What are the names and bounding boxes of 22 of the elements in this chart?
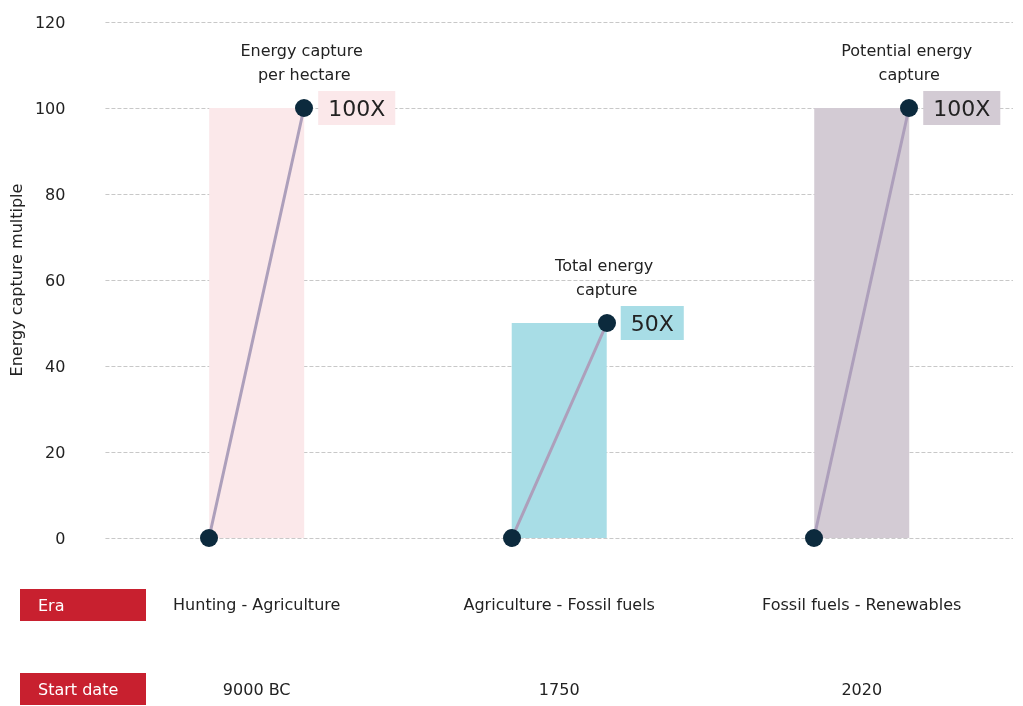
annotation: 100X <box>933 95 991 121</box>
text: Start date <box>38 679 119 699</box>
annotation: Energy capture per hectare <box>240 40 368 84</box>
text: 2020 <box>841 679 883 699</box>
x-tick-label: Hunting - Agriculture <box>173 594 341 614</box>
y-tick-label: 40 <box>45 356 66 376</box>
y-tick-label: 20 <box>45 442 66 462</box>
annotation: Potential energy capture <box>841 40 978 84</box>
text: Era <box>38 595 65 615</box>
y-tick-label: 0 <box>55 528 66 548</box>
text: 1750 <box>538 679 580 699</box>
text: 9000 BC <box>222 679 291 699</box>
y-tick-label: 80 <box>45 184 66 204</box>
annotation: 50X <box>630 310 674 336</box>
annotation: Total energy capture <box>554 255 659 299</box>
x-tick-label: Fossil fuels - Renewables <box>762 594 962 614</box>
x-tick-label: Agriculture - Fossil fuels <box>463 594 655 614</box>
y-tick-label: 120 <box>34 12 66 32</box>
annotation: 100X <box>328 95 386 121</box>
y-tick-label: 60 <box>45 270 66 290</box>
y-axis-title: Energy capture multiple <box>6 183 26 377</box>
y-tick-label: 100 <box>34 98 66 118</box>
